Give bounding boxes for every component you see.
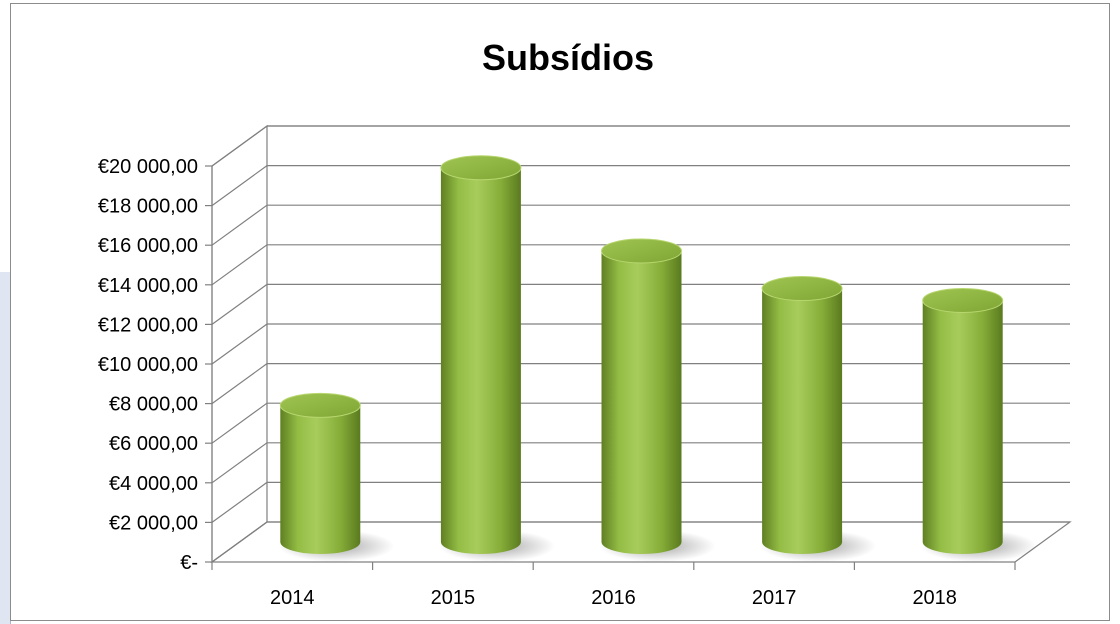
x-tick-label: 2015 (431, 587, 476, 609)
bar-top (440, 155, 522, 181)
x-tick-label: 2017 (752, 587, 797, 609)
bar-body (440, 167, 521, 554)
bar-2018 (920, 287, 1037, 562)
y-tick-label: €10 000,00 (98, 354, 198, 376)
bar-2017 (760, 276, 877, 562)
gridline (211, 165, 1070, 207)
gridline (211, 125, 1070, 167)
y-tick-label: €20 000,00 (98, 156, 198, 178)
y-tick-label: €6 000,00 (109, 433, 198, 455)
y-tick-label: €8 000,00 (109, 394, 198, 416)
gridline (211, 244, 1070, 286)
bar-body (601, 250, 682, 554)
y-tick-label: €18 000,00 (98, 196, 198, 218)
x-tick-label: 2014 (270, 587, 315, 609)
y-tick-label: €16 000,00 (98, 235, 198, 257)
y-tick-label: €12 000,00 (98, 314, 198, 336)
gridline (211, 204, 1070, 246)
bar-2016 (599, 238, 716, 562)
bar-body (280, 405, 361, 554)
bar-2015 (438, 155, 555, 562)
x-axis-ticks: 2014 2015 2016 2017 2018 (211, 562, 1016, 609)
x-tick-label: 2018 (912, 587, 957, 609)
bars (278, 155, 1037, 562)
bar-top (601, 238, 682, 264)
bar-body (922, 300, 1003, 554)
bar-body (762, 288, 843, 554)
bar-top (761, 276, 843, 302)
bar-2014 (278, 392, 395, 562)
x-tick-label: 2016 (591, 587, 636, 609)
chart-title: Subsídios (482, 37, 654, 78)
y-tick-label: €14 000,00 (98, 275, 198, 297)
bar-top (279, 392, 361, 418)
y-tick-label: €- (180, 552, 198, 574)
y-axis-ticks: €- €2 000,00 €4 000,00 €6 000,00 €8 000,00 €1… (98, 156, 213, 574)
y-tick-label: €4 000,00 (109, 473, 198, 495)
y-tick-label: €2 000,00 (109, 512, 198, 534)
bar-top (922, 287, 1004, 313)
